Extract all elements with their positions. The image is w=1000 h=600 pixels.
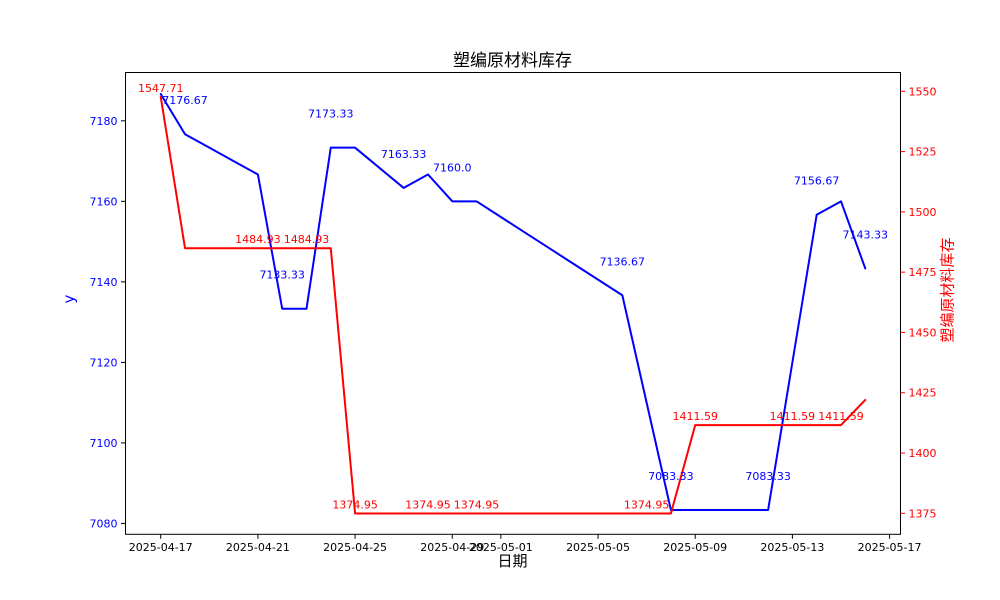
x-axis-tick-label: 2025-04-25 xyxy=(323,541,387,554)
y-left-tick-label: 7180 xyxy=(90,115,118,128)
chart-title: 塑编原材料库存 xyxy=(453,51,572,71)
plot-frame xyxy=(125,72,901,535)
x-axis-tick-label: 2025-04-21 xyxy=(226,541,290,554)
y-right-tick-label: 1475 xyxy=(909,266,937,279)
right-series-point-label: 1374.95 xyxy=(405,498,451,511)
right-series-point-label: 1374.95 xyxy=(624,498,670,511)
left-series-point-label: 7156.67 xyxy=(794,175,840,188)
right-series-point-label: 1547.71 xyxy=(138,82,184,95)
right-series-point-label: 1484.93 xyxy=(235,233,281,246)
x-axis-tick-label: 2025-04-29 xyxy=(420,541,484,554)
y-left-tick-label: 7140 xyxy=(90,276,118,289)
y-left-tick-label: 7100 xyxy=(90,437,118,450)
y-left-tick-label: 7160 xyxy=(90,195,118,208)
x-axis-tick-label: 2025-05-13 xyxy=(760,541,824,554)
left-series-line xyxy=(159,92,867,512)
y-right-tick-label: 1425 xyxy=(909,387,937,400)
left-series-point-label: 7173.33 xyxy=(308,108,354,121)
left-series-point-label: 7083.33 xyxy=(745,470,791,483)
x-axis-tick-label: 2025-05-05 xyxy=(566,541,630,554)
y-right-tick-label: 1450 xyxy=(909,326,937,339)
left-series-point-label: 7143.33 xyxy=(843,228,889,241)
right-series-point-label: 1411.59 xyxy=(770,410,816,423)
y-left-tick-label: 7120 xyxy=(90,356,118,369)
y-right-tick-label: 1500 xyxy=(909,206,937,219)
y-right-axis-label: 塑编原材料库存 xyxy=(938,237,957,343)
right-series-line xyxy=(159,95,867,515)
y-right-tick-label: 1375 xyxy=(909,507,937,520)
right-series-point-label: 1411.59 xyxy=(818,410,864,423)
left-series-point-label: 7136.67 xyxy=(600,255,646,268)
right-series-point-label: 1484.93 xyxy=(284,233,330,246)
right-series-point-label: 1374.95 xyxy=(454,498,500,511)
x-axis-label: 日期 xyxy=(497,552,528,570)
right-series-point-label: 1374.95 xyxy=(332,498,378,511)
y-right-tick-label: 1400 xyxy=(909,447,937,460)
right-series-point-label: 1411.59 xyxy=(672,410,718,423)
x-axis-tick-label: 2025-04-17 xyxy=(129,541,193,554)
x-axis-tick-label: 2025-05-09 xyxy=(663,541,727,554)
y-left-axis-label: y xyxy=(60,294,78,304)
left-series-point-label: 7176.67 xyxy=(162,94,208,107)
left-series-point-label: 7160.0 xyxy=(433,161,472,174)
x-axis-tick-label: 2025-05-01 xyxy=(469,541,533,554)
y-right-tick-label: 1550 xyxy=(909,85,937,98)
x-axis-tick-label: 2025-05-17 xyxy=(858,541,922,554)
left-series-point-label: 7133.33 xyxy=(259,269,305,282)
left-series-point-label: 7083.33 xyxy=(648,470,694,483)
y-left-tick-label: 7080 xyxy=(90,517,118,530)
left-series-point-label: 7163.33 xyxy=(381,148,427,161)
y-right-tick-label: 1525 xyxy=(909,146,937,159)
